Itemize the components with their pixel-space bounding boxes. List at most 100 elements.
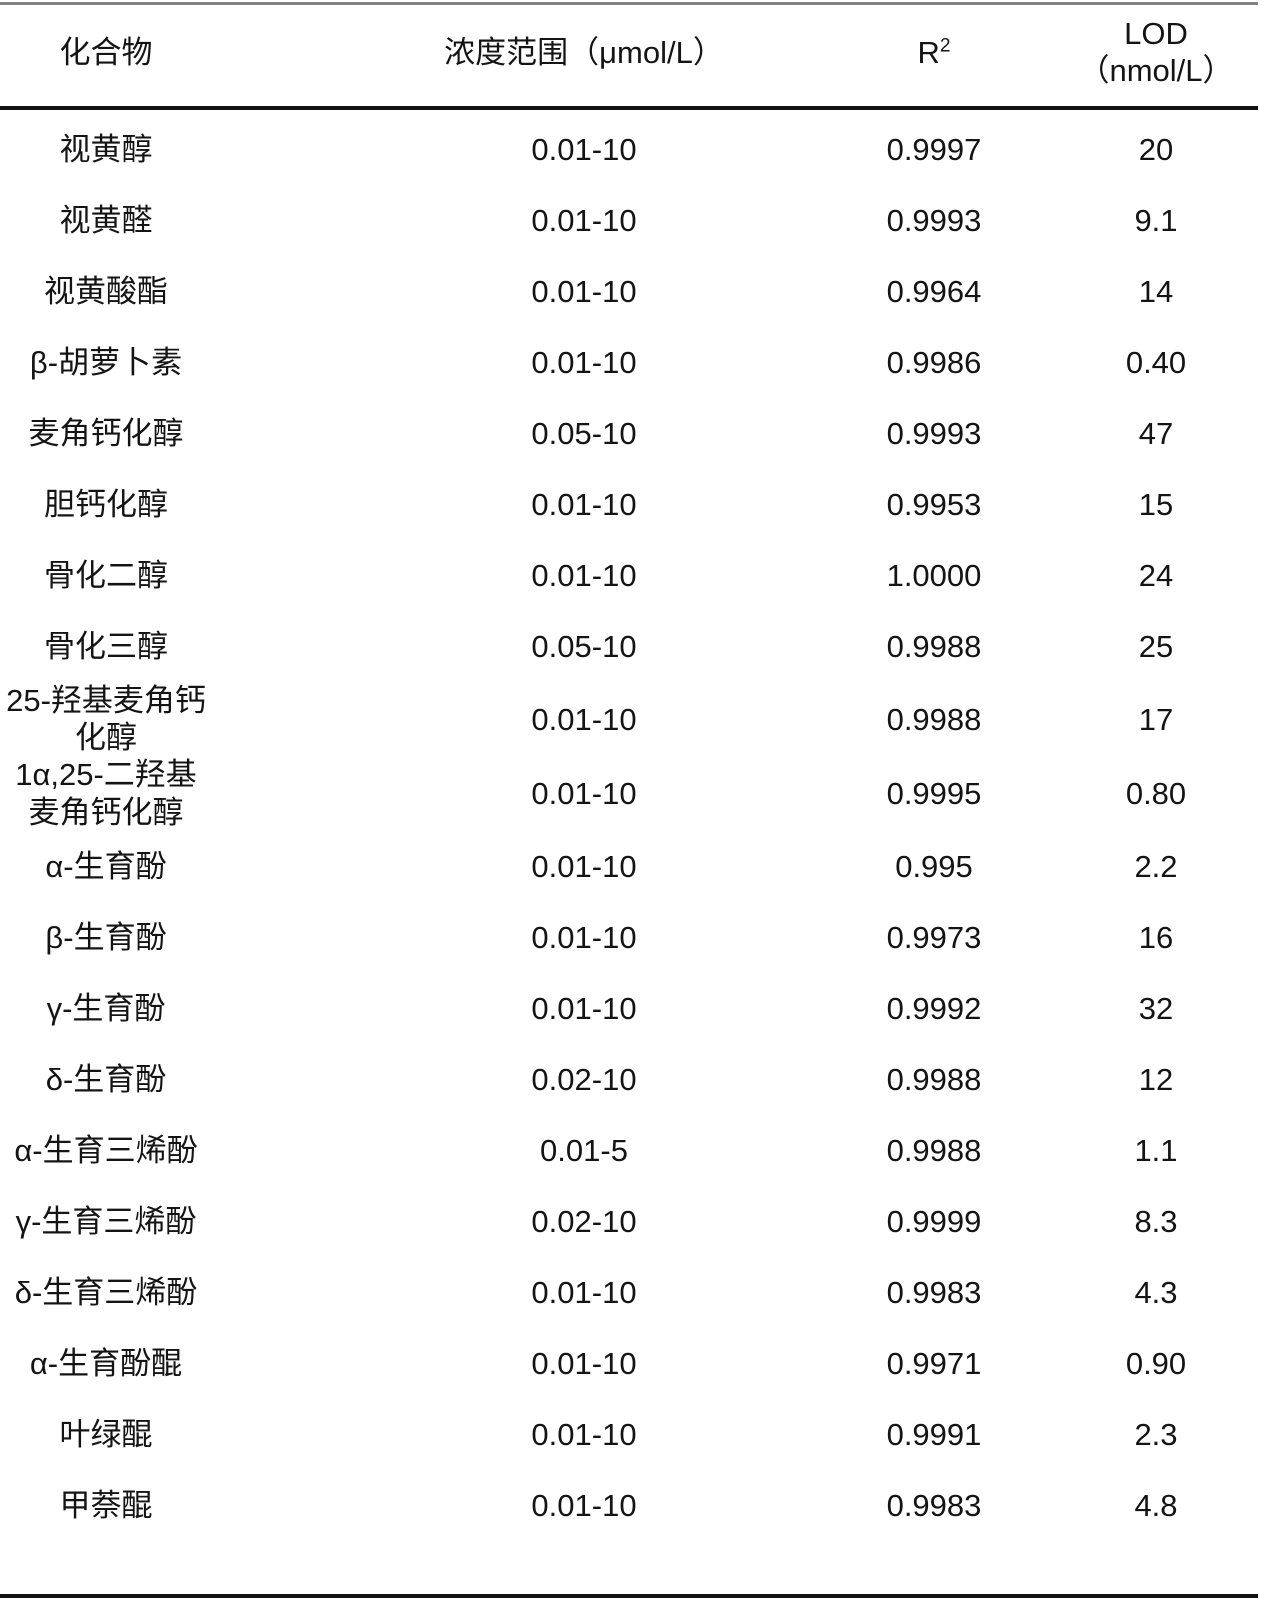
table-body: 视黄醇 0.01-10 0.9997 20 视黄醛 0.01-10 0.9993 9.1 视黄酸… <box>0 106 1258 1547</box>
cell-r-squared: 0.9988 <box>886 628 982 664</box>
r-squared-base: R <box>917 34 940 70</box>
cell-concentration-range: 0.01-10 <box>531 202 637 238</box>
cell-compound: γ-生育三烯酚 <box>0 1186 360 1257</box>
cell-lod: 17 <box>1138 701 1174 737</box>
cell-lod: 47 <box>1138 415 1174 451</box>
cell-concentration-range: 0.01-10 <box>531 1274 637 1310</box>
cell-lod: 4.8 <box>1134 1487 1178 1523</box>
cell-lod: 12 <box>1138 1061 1174 1097</box>
cell-compound: 麦角钙化醇 <box>0 398 360 469</box>
table-top-rule <box>0 2 1258 5</box>
table-row: α-生育酚 0.01-10 0.995 2.2 <box>0 831 1258 902</box>
cell-compound: α-生育酚 <box>0 831 360 902</box>
cell-concentration-range: 0.01-10 <box>531 701 637 737</box>
table-row: 骨化三醇 0.05-10 0.9988 25 <box>0 611 1258 682</box>
cell-compound: β-生育酚 <box>0 902 360 973</box>
table-row: α-生育酚醌 0.01-10 0.9971 0.90 <box>0 1328 1258 1399</box>
cell-concentration-range: 0.01-10 <box>531 273 637 309</box>
cell-lod: 0.90 <box>1125 1345 1187 1381</box>
cell-r-squared: 0.9992 <box>886 990 982 1026</box>
cell-lod: 16 <box>1138 919 1174 955</box>
cell-compound: 视黄酸酯 <box>0 256 360 327</box>
cell-compound: α-生育三烯酚 <box>0 1115 360 1186</box>
compound-name: δ-生育三烯酚 <box>14 1274 198 1310</box>
cell-concentration-range: 0.02-10 <box>531 1061 637 1097</box>
cell-r-squared: 0.9997 <box>886 131 982 167</box>
compound-name: β-胡萝卜素 <box>29 344 183 380</box>
compound-name: α-生育三烯酚 <box>14 1132 198 1168</box>
compound-name: 麦角钙化醇 <box>28 415 184 451</box>
cell-r-squared: 0.995 <box>895 848 973 884</box>
table-row: 骨化二醇 0.01-10 1.0000 24 <box>0 540 1258 611</box>
table-header-rule <box>0 106 1258 110</box>
cell-concentration-range: 0.01-10 <box>531 1487 637 1523</box>
table-row: γ-生育三烯酚 0.02-10 0.9999 8.3 <box>0 1186 1258 1257</box>
cell-compound: 1α,25-二羟基麦角钙化醇 <box>0 756 360 830</box>
cell-concentration-range: 0.01-10 <box>531 848 637 884</box>
cell-compound: δ-生育三烯酚 <box>0 1257 360 1328</box>
cell-r-squared: 1.0000 <box>886 557 982 593</box>
cell-compound: γ-生育酚 <box>0 973 360 1044</box>
cell-concentration-range: 0.01-10 <box>531 775 637 811</box>
analytical-results-table: 化合物 浓度范围（μmol/L） R2 LOD （nmol/L） 视黄醇 0.01-… <box>0 0 1258 1547</box>
cell-compound: 骨化二醇 <box>0 540 360 611</box>
cell-r-squared: 0.9993 <box>886 415 982 451</box>
compound-name: α-生育酚 <box>45 848 167 884</box>
cell-compound: δ-生育酚 <box>0 1044 360 1115</box>
column-header-lod: LOD （nmol/L） <box>1060 0 1258 106</box>
table-row: δ-生育三烯酚 0.01-10 0.9983 4.3 <box>0 1257 1258 1328</box>
cell-r-squared: 0.9995 <box>886 775 982 811</box>
table-row: δ-生育酚 0.02-10 0.9988 12 <box>0 1044 1258 1115</box>
compound-name: γ-生育酚 <box>46 990 166 1026</box>
cell-concentration-range: 0.05-10 <box>531 628 637 664</box>
cell-r-squared: 0.9988 <box>886 1061 982 1097</box>
compound-name: 骨化二醇 <box>44 557 168 593</box>
cell-lod: 14 <box>1138 273 1174 309</box>
cell-lod: 1.1 <box>1134 1132 1178 1168</box>
cell-r-squared: 0.9983 <box>886 1274 982 1310</box>
cell-lod: 0.40 <box>1125 344 1187 380</box>
cell-r-squared: 0.9973 <box>886 919 982 955</box>
compound-name: 视黄醇 <box>59 131 153 167</box>
cell-compound: 叶绿醌 <box>0 1399 360 1470</box>
cell-r-squared: 0.9986 <box>886 344 982 380</box>
column-header-concentration-range: 浓度范围（μmol/L） <box>444 34 724 70</box>
compound-name: 胆钙化醇 <box>44 486 168 522</box>
cell-lod: 0.80 <box>1125 775 1187 811</box>
table-row: 麦角钙化醇 0.05-10 0.9993 47 <box>0 398 1258 469</box>
compound-name: 骨化三醇 <box>44 628 168 664</box>
cell-compound: 25-羟基麦角钙化醇 <box>0 682 360 756</box>
table-bottom-rule <box>0 1594 1258 1598</box>
column-header-compound: 化合物 <box>59 34 153 70</box>
cell-compound: 骨化三醇 <box>0 611 360 682</box>
cell-compound: 视黄醛 <box>0 185 360 256</box>
cell-lod: 2.3 <box>1134 1416 1178 1452</box>
compound-name: γ-生育三烯酚 <box>15 1203 197 1239</box>
cell-lod: 32 <box>1138 990 1174 1026</box>
cell-r-squared: 0.9999 <box>886 1203 982 1239</box>
cell-lod: 24 <box>1138 557 1174 593</box>
compound-name: 叶绿醌 <box>59 1416 153 1452</box>
table-header-row: 化合物 浓度范围（μmol/L） R2 LOD （nmol/L） <box>0 0 1258 106</box>
table-row: 胆钙化醇 0.01-10 0.9953 15 <box>0 469 1258 540</box>
compound-name: 视黄醛 <box>59 202 153 238</box>
cell-lod: 2.2 <box>1134 848 1178 884</box>
compound-name: β-生育酚 <box>45 919 167 955</box>
table-row: β-胡萝卜素 0.01-10 0.9986 0.40 <box>0 327 1258 398</box>
table-row: 叶绿醌 0.01-10 0.9991 2.3 <box>0 1399 1258 1470</box>
compound-name: δ-生育酚 <box>45 1061 167 1097</box>
cell-compound: 胆钙化醇 <box>0 469 360 540</box>
cell-concentration-range: 0.01-10 <box>531 1345 637 1381</box>
compound-name: 甲萘醌 <box>59 1487 153 1523</box>
cell-compound: β-胡萝卜素 <box>0 327 360 398</box>
cell-concentration-range: 0.05-10 <box>531 415 637 451</box>
cell-r-squared: 0.9953 <box>886 486 982 522</box>
table-row: 视黄醛 0.01-10 0.9993 9.1 <box>0 185 1258 256</box>
cell-compound: 甲萘醌 <box>0 1470 360 1547</box>
cell-concentration-range: 0.02-10 <box>531 1203 637 1239</box>
table-row: β-生育酚 0.01-10 0.9973 16 <box>0 902 1258 973</box>
compound-name: 视黄酸酯 <box>44 273 168 309</box>
cell-concentration-range: 0.01-5 <box>540 1132 628 1168</box>
lod-label-line2: （nmol/L） <box>1078 53 1234 88</box>
